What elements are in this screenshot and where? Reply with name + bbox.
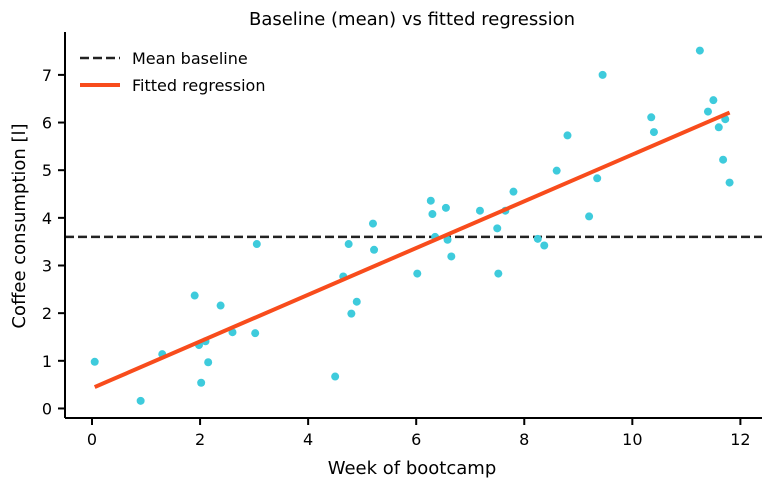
x-axis-label: Week of bootcamp bbox=[328, 458, 497, 479]
data-point bbox=[563, 131, 572, 140]
y-ticks: 0 1 2 3 4 5 6 7 bbox=[42, 66, 65, 418]
y-tick-label: 6 bbox=[42, 114, 52, 133]
x-tick-label: 10 bbox=[622, 430, 642, 449]
y-axis-label: Coffee consumption [l] bbox=[9, 123, 30, 328]
data-point bbox=[719, 155, 728, 164]
x-tick-label: 2 bbox=[195, 430, 205, 449]
y-tick-label: 7 bbox=[42, 66, 52, 85]
data-point bbox=[695, 46, 704, 55]
x-tick-label: 12 bbox=[730, 430, 750, 449]
x-tick-label: 0 bbox=[87, 430, 97, 449]
y-tick-label: 5 bbox=[42, 161, 52, 180]
data-point bbox=[190, 291, 199, 300]
data-point bbox=[447, 252, 456, 261]
data-point bbox=[533, 234, 542, 243]
data-point bbox=[493, 224, 502, 233]
data-point bbox=[509, 187, 518, 196]
data-point bbox=[370, 245, 379, 254]
data-point bbox=[725, 178, 734, 187]
data-point bbox=[216, 301, 225, 310]
data-point bbox=[204, 358, 213, 367]
data-point bbox=[647, 113, 656, 122]
data-point bbox=[90, 357, 99, 366]
data-point bbox=[598, 70, 607, 79]
legend-regression-label: Fitted regression bbox=[132, 76, 265, 95]
data-point bbox=[703, 107, 712, 116]
data-point bbox=[136, 396, 145, 405]
x-ticks: 0 2 4 6 8 10 12 bbox=[87, 418, 751, 449]
data-point bbox=[443, 235, 452, 244]
legend: Mean baseline Fitted regression bbox=[80, 49, 265, 95]
data-point bbox=[252, 240, 261, 249]
plot-area bbox=[65, 46, 762, 405]
data-point bbox=[593, 174, 602, 183]
y-tick-label: 4 bbox=[42, 209, 52, 228]
data-point bbox=[714, 123, 723, 132]
y-tick-label: 3 bbox=[42, 257, 52, 276]
x-tick-label: 6 bbox=[411, 430, 421, 449]
data-point bbox=[426, 196, 435, 205]
axes bbox=[64, 32, 762, 419]
data-point bbox=[368, 219, 377, 228]
data-point bbox=[331, 372, 340, 381]
data-point bbox=[347, 309, 356, 318]
y-tick-label: 2 bbox=[42, 304, 52, 323]
data-point bbox=[475, 206, 484, 215]
data-point bbox=[197, 378, 206, 387]
data-point bbox=[428, 210, 437, 219]
y-tick-label: 1 bbox=[42, 352, 52, 371]
fitted-regression-line bbox=[93, 110, 731, 389]
data-point bbox=[585, 212, 594, 221]
data-point bbox=[540, 241, 549, 250]
data-point bbox=[251, 329, 260, 338]
chart-title: Baseline (mean) vs fitted regression bbox=[249, 9, 575, 30]
x-tick-label: 4 bbox=[303, 430, 313, 449]
data-point bbox=[649, 128, 658, 137]
y-tick-label: 0 bbox=[42, 399, 52, 418]
x-tick-label: 8 bbox=[519, 430, 529, 449]
data-point bbox=[552, 166, 561, 175]
data-point bbox=[413, 269, 422, 278]
data-point bbox=[344, 240, 353, 249]
legend-baseline-label: Mean baseline bbox=[132, 49, 248, 68]
data-point bbox=[441, 203, 450, 212]
data-point bbox=[352, 297, 361, 306]
data-point bbox=[494, 269, 503, 278]
data-point bbox=[709, 96, 718, 105]
